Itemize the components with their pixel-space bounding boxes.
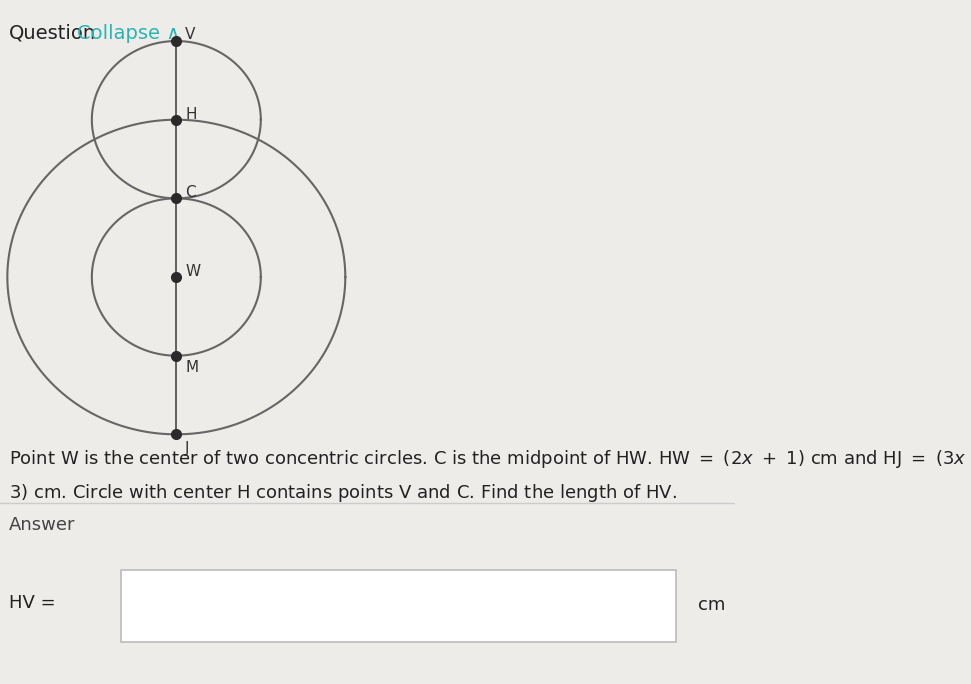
- Text: cm: cm: [698, 596, 726, 614]
- Text: J: J: [185, 440, 189, 456]
- Text: HV =: HV =: [9, 594, 55, 612]
- FancyBboxPatch shape: [121, 570, 676, 642]
- Text: $3)$ cm. Circle with center H contains points V and C. Find the length of HV.: $3)$ cm. Circle with center H contains p…: [9, 482, 677, 504]
- Text: H: H: [185, 107, 197, 122]
- Text: Point W is the center of two concentric circles. C is the midpoint of HW. HW $=$: Point W is the center of two concentric …: [9, 448, 971, 470]
- Text: Answer: Answer: [9, 516, 76, 534]
- Text: Collapse ∧: Collapse ∧: [77, 24, 181, 43]
- Text: C: C: [185, 185, 196, 200]
- Text: V: V: [185, 27, 195, 42]
- Text: M: M: [185, 360, 198, 376]
- Text: Question: Question: [9, 24, 96, 43]
- Text: W: W: [185, 264, 200, 279]
